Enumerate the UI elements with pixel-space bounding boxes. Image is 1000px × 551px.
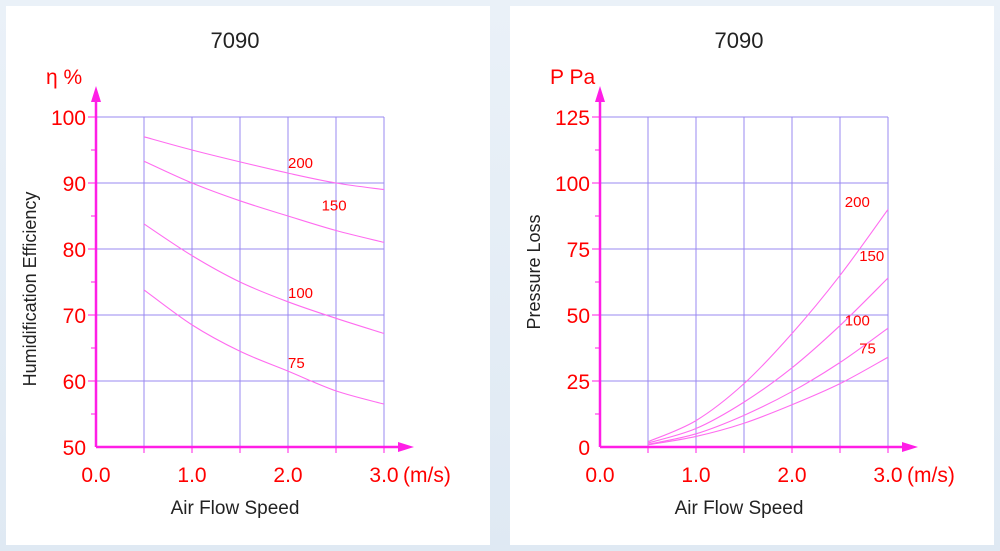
pressure-chart-panel: 7090 P Pa 0 25 50 75 100 125 0.0 1.0 2.0 3.0 (m/s) Ai…	[510, 6, 994, 545]
pressure-chart: 7090 P Pa 0 25 50 75 100 125 0.0 1.0 2.0 3.0 (m/s) Ai…	[524, 28, 955, 519]
series-label-200: 200	[845, 194, 870, 211]
x-axis-arrow	[902, 442, 918, 452]
y-tick-label: 0	[578, 437, 590, 460]
y-tick-label: 75	[567, 239, 590, 262]
y-tick-label: 100	[51, 107, 86, 130]
x-unit-label: (m/s)	[907, 464, 955, 487]
efficiency-chart-panel: 7090 η % 50 60 70 80 90 100 0.0 1.0 2.0 3.0 (m/s) Air…	[6, 6, 490, 545]
chart-title: 7090	[715, 28, 764, 53]
y-tick-label: 25	[567, 371, 590, 394]
series-line-100	[647, 327, 889, 445]
series-label-75: 75	[859, 340, 876, 357]
x-tick-label: 1.0	[681, 464, 710, 487]
y-axis-title: Pressure Loss	[524, 214, 544, 329]
series-line-150	[143, 160, 385, 243]
x-tick-label: 3.0	[369, 464, 398, 487]
y-unit-label: P Pa	[550, 66, 595, 89]
efficiency-chart: 7090 η % 50 60 70 80 90 100 0.0 1.0 2.0 3.0 (m/s) Air…	[20, 28, 451, 519]
y-tick-label: 80	[63, 239, 86, 262]
y-tick-label: 50	[567, 305, 590, 328]
series-line-75	[647, 356, 889, 446]
x-tick-label: 0.0	[585, 464, 614, 487]
x-tick-label: 1.0	[177, 464, 206, 487]
y-axis-arrow	[595, 86, 605, 102]
x-axis-title: Air Flow Speed	[675, 498, 804, 519]
y-axis-title: Humidification Efficiency	[20, 192, 40, 387]
x-tick-label: 2.0	[777, 464, 806, 487]
y-axis-arrow	[91, 86, 101, 102]
x-tick-label: 3.0	[873, 464, 902, 487]
y-tick-label: 60	[63, 371, 86, 394]
series-line-100	[143, 223, 385, 335]
y-tick-label: 125	[555, 107, 590, 130]
series-label-150: 150	[322, 198, 347, 215]
series-line-150	[647, 277, 889, 444]
x-tick-label: 0.0	[81, 464, 110, 487]
series-label-75: 75	[288, 355, 305, 372]
y-tick-label: 70	[63, 305, 86, 328]
chart-title: 7090	[211, 28, 260, 53]
y-tick-label: 50	[63, 437, 86, 460]
series-label-100: 100	[845, 313, 870, 330]
series-line-75	[143, 289, 385, 405]
x-tick-label: 2.0	[273, 464, 302, 487]
x-axis-arrow	[398, 442, 414, 452]
series-line-200	[143, 136, 385, 191]
series-label-200: 200	[288, 155, 313, 172]
series-line-200	[647, 209, 889, 443]
x-unit-label: (m/s)	[403, 464, 451, 487]
y-unit-label: η %	[46, 66, 82, 89]
y-tick-label: 90	[63, 173, 86, 196]
x-axis-title: Air Flow Speed	[171, 498, 300, 519]
series-label-100: 100	[288, 285, 313, 302]
y-tick-label: 100	[555, 173, 590, 196]
series-label-150: 150	[859, 248, 884, 265]
